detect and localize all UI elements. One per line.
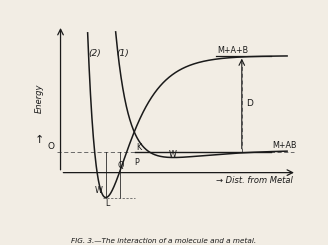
- Text: FIG. 3.—The interaction of a molecule and a metal.: FIG. 3.—The interaction of a molecule an…: [72, 238, 256, 244]
- Text: L: L: [105, 199, 110, 208]
- Text: → Dist. from Metal: → Dist. from Metal: [216, 176, 293, 185]
- Text: D: D: [246, 99, 253, 108]
- Text: W: W: [94, 186, 102, 195]
- Text: Energy: Energy: [35, 83, 44, 113]
- Text: K: K: [136, 143, 141, 152]
- Text: P: P: [134, 158, 139, 167]
- Text: O: O: [48, 142, 55, 151]
- Text: (1): (1): [116, 49, 129, 58]
- Text: Q: Q: [117, 161, 124, 171]
- Text: M+AB: M+AB: [273, 141, 297, 150]
- Text: ↑: ↑: [35, 135, 44, 145]
- Text: (2): (2): [88, 49, 101, 58]
- Text: W: W: [169, 149, 177, 159]
- Text: M+A+B: M+A+B: [217, 46, 249, 55]
